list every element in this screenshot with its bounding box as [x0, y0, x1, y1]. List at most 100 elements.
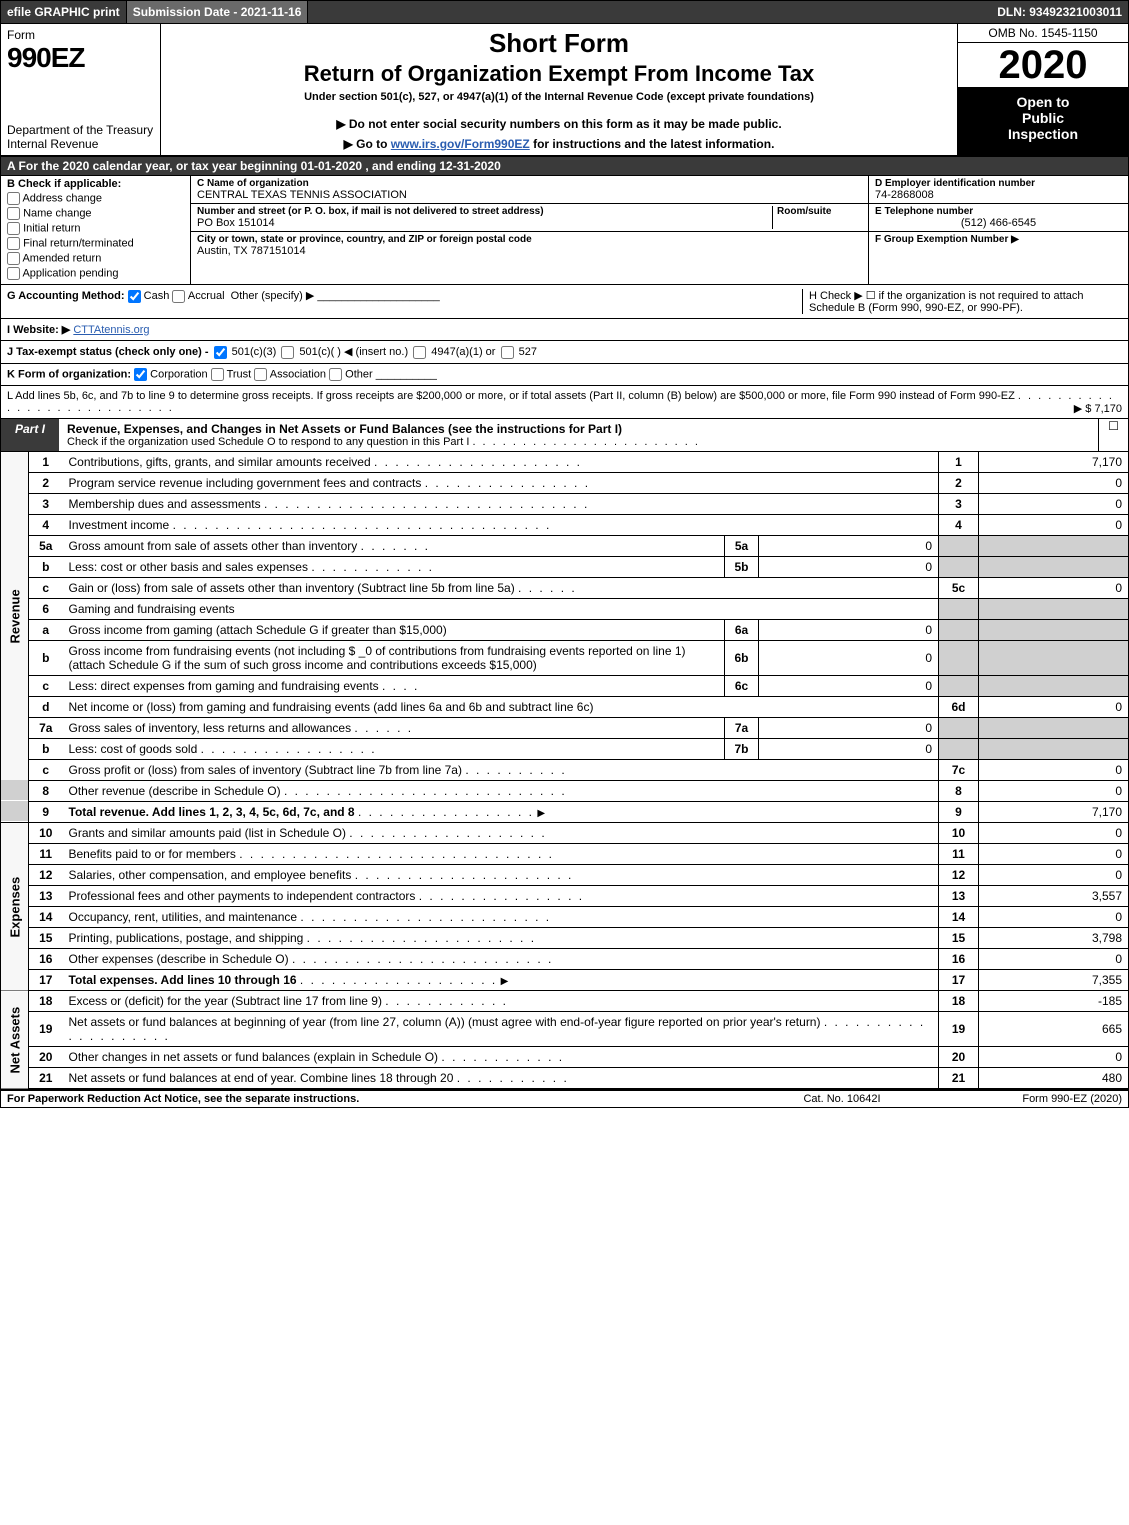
line-20-val: 0 [979, 1046, 1129, 1067]
org-info-block: B Check if applicable: Address change Na… [0, 176, 1129, 284]
chk-4947a1[interactable] [413, 346, 426, 359]
expenses-table: Expenses 10 Grants and similar amounts p… [0, 823, 1129, 991]
chk-name-change[interactable]: Name change [7, 207, 184, 220]
line-12-val: 0 [979, 864, 1129, 885]
line-6d-val: 0 [979, 696, 1129, 717]
line-9-val: 7,170 [979, 801, 1129, 822]
goto-instructions: ▶ Go to www.irs.gov/Form990EZ for instru… [171, 137, 947, 151]
line-10-val: 0 [979, 823, 1129, 844]
irs-link[interactable]: www.irs.gov/Form990EZ [391, 137, 530, 151]
line-21-val: 480 [979, 1067, 1129, 1088]
gross-receipts-amount: ▶ $ 7,170 [1074, 402, 1122, 415]
tax-year: 2020 [958, 43, 1128, 88]
section-c-nameaddr: C Name of organization CENTRAL TEXAS TEN… [191, 176, 868, 284]
c-city-label: City or town, state or province, country… [197, 234, 862, 245]
ein-value: 74-2868008 [875, 189, 1122, 201]
under-section: Under section 501(c), 527, or 4947(a)(1)… [171, 91, 947, 103]
chk-corporation[interactable] [134, 368, 147, 381]
line-11-val: 0 [979, 843, 1129, 864]
line-1-col: 1 [939, 452, 979, 473]
paperwork-notice: For Paperwork Reduction Act Notice, see … [7, 1093, 742, 1105]
line-13-val: 3,557 [979, 885, 1129, 906]
section-g-accounting: G Accounting Method: Cash Accrual Other … [7, 289, 802, 314]
chk-501c[interactable] [281, 346, 294, 359]
line-16-val: 0 [979, 948, 1129, 969]
goto-pre: ▶ Go to [344, 137, 391, 151]
top-bar: efile GRAPHIC print Submission Date - 20… [0, 0, 1129, 24]
phone-value: (512) 466-6545 [875, 217, 1122, 229]
b-header: B Check if applicable: [7, 178, 184, 190]
internal-revenue: Internal Revenue [7, 137, 154, 151]
section-j-tax-exempt: J Tax-exempt status (check only one) - 5… [0, 340, 1129, 363]
chk-application-pending[interactable]: Application pending [7, 267, 184, 280]
chk-501c3[interactable] [214, 346, 227, 359]
line-18-val: -185 [979, 991, 1129, 1012]
chk-trust[interactable] [211, 368, 224, 381]
c-name-label: C Name of organization [197, 178, 862, 189]
line-7c-val: 0 [979, 759, 1129, 780]
return-title: Return of Organization Exempt From Incom… [171, 61, 947, 87]
line-6a-val: 0 [759, 619, 939, 640]
revenue-sidebar: Revenue [1, 452, 29, 781]
section-h-schedule-b: H Check ▶ ☐ if the organization is not r… [802, 289, 1122, 314]
line-8-val: 0 [979, 780, 1129, 801]
section-def: D Employer identification number 74-2868… [868, 176, 1128, 284]
line-2-num: 2 [29, 472, 63, 493]
section-b-checkboxes: B Check if applicable: Address change Na… [1, 176, 191, 284]
part-i-checkbox[interactable]: ☐ [1098, 419, 1128, 451]
form-header: Form 990EZ Department of the Treasury In… [0, 24, 1129, 157]
room-suite-label: Room/suite [777, 206, 862, 217]
topbar-spacer [308, 1, 991, 23]
line-5b-val: 0 [759, 556, 939, 577]
line-1-val: 7,170 [979, 452, 1129, 473]
chk-address-change[interactable]: Address change [7, 192, 184, 205]
revenue-table: Revenue 1 Contributions, gifts, grants, … [0, 452, 1129, 823]
org-address: PO Box 151014 [197, 217, 772, 229]
e-phone-label: E Telephone number [875, 206, 1122, 217]
chk-final-return[interactable]: Final return/terminated [7, 237, 184, 250]
efile-graphic-print: efile GRAPHIC print [1, 1, 127, 23]
netassets-sidebar: Net Assets [1, 991, 29, 1089]
line-1-num: 1 [29, 452, 63, 473]
line-6b-val: 0 [759, 640, 939, 675]
ssn-warning: ▶ Do not enter social security numbers o… [171, 117, 947, 131]
chk-cash[interactable] [128, 290, 141, 303]
expenses-sidebar: Expenses [1, 823, 29, 991]
org-city: Austin, TX 787151014 [197, 245, 862, 257]
form-number: 990EZ [7, 42, 154, 74]
section-a-period: A For the 2020 calendar year, or tax yea… [0, 157, 1129, 176]
chk-527[interactable] [501, 346, 514, 359]
submission-date: Submission Date - 2021-11-16 [127, 1, 309, 23]
website-link[interactable]: CTTAtennis.org [73, 324, 149, 336]
line-5c-val: 0 [979, 577, 1129, 598]
chk-accrual[interactable] [172, 290, 185, 303]
netassets-table: Net Assets 18 Excess or (deficit) for th… [0, 991, 1129, 1089]
line-6c-val: 0 [759, 675, 939, 696]
chk-association[interactable] [254, 368, 267, 381]
form-footer-label: Form 990-EZ (2020) [942, 1093, 1122, 1105]
chk-other-org[interactable] [329, 368, 342, 381]
chk-initial-return[interactable]: Initial return [7, 222, 184, 235]
org-name: CENTRAL TEXAS TENNIS ASSOCIATION [197, 189, 862, 201]
dln-number: DLN: 93492321003011 [991, 1, 1128, 23]
line-15-val: 3,798 [979, 927, 1129, 948]
line-14-val: 0 [979, 906, 1129, 927]
part-i-title: Revenue, Expenses, and Changes in Net As… [67, 422, 622, 436]
line-4-val: 0 [979, 514, 1129, 535]
line-3-val: 0 [979, 493, 1129, 514]
section-i-website: I Website: ▶ CTTAtennis.org [0, 318, 1129, 340]
chk-amended-return[interactable]: Amended return [7, 252, 184, 265]
f-group-exemption: F Group Exemption Number ▶ [875, 234, 1122, 245]
goto-post: for instructions and the latest informat… [530, 137, 775, 151]
line-7a-val: 0 [759, 717, 939, 738]
line-17-val: 7,355 [979, 969, 1129, 990]
form-word: Form [7, 28, 154, 42]
cat-number: Cat. No. 10642I [742, 1093, 942, 1105]
section-l-gross-receipts: L Add lines 5b, 6c, and 7b to line 9 to … [0, 385, 1129, 419]
c-addr-label: Number and street (or P. O. box, if mail… [197, 206, 772, 217]
page-footer: For Paperwork Reduction Act Notice, see … [0, 1089, 1129, 1108]
d-ein-label: D Employer identification number [875, 178, 1122, 189]
section-k-form-org: K Form of organization: Corporation Trus… [0, 363, 1129, 385]
part-i-tab: Part I [1, 419, 59, 451]
short-form-title: Short Form [171, 28, 947, 59]
